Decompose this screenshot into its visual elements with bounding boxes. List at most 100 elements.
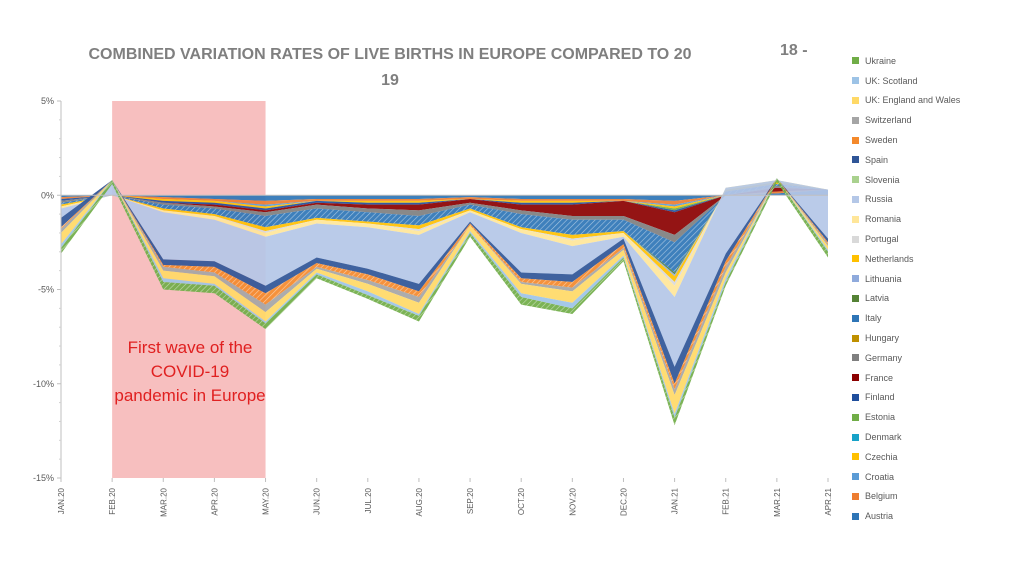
legend-swatch (852, 176, 859, 184)
legend-item-netherlands: Netherlands (852, 249, 1024, 269)
legend-item-slovenia: Slovenia (852, 170, 1024, 190)
area-russia (61, 178, 828, 367)
y-tick-label: 5% (41, 96, 54, 106)
x-tick-label: SEP.20 (466, 487, 475, 514)
legend-item-latvia: Latvia (852, 289, 1024, 309)
legend-swatch (852, 235, 859, 243)
y-tick-label: 0% (41, 190, 54, 200)
legend-swatch (852, 334, 859, 342)
x-tick-label: JUL.20 (364, 487, 373, 513)
x-tick-label: JAN.21 (671, 487, 680, 514)
legend-item-denmark: Denmark (852, 427, 1024, 447)
legend-swatch (852, 314, 859, 322)
legend-label: Finland (865, 392, 895, 403)
legend-label: Hungary (865, 333, 900, 344)
legend-label: Denmark (865, 432, 902, 443)
legend-label: Sweden (865, 135, 898, 146)
legend-swatch (852, 57, 859, 65)
legend-swatch (852, 393, 859, 401)
x-tick-label: MAR.21 (773, 487, 782, 516)
legend-label: Switzerland (865, 115, 912, 126)
legend-label: Austria (865, 511, 894, 522)
legend-label: Czechia (865, 451, 898, 462)
legend-swatch (852, 492, 859, 500)
legend-item-lithuania: Lithuania (852, 269, 1024, 289)
legend-swatch (852, 96, 859, 104)
legend-swatch (852, 413, 859, 421)
legend-item-italy: Italy (852, 308, 1024, 328)
x-tick-label: FEB.20 (108, 487, 117, 514)
legend-label: Slovenia (865, 174, 900, 185)
legend-item-estonia: Estonia (852, 407, 1024, 427)
x-tick-label: AUG.20 (415, 487, 424, 516)
legend-label: Netherlands (865, 253, 914, 264)
legend-label: UK: England and Wales (865, 95, 961, 106)
x-tick-label: APR.21 (824, 487, 833, 515)
legend-item-romania: Romania (852, 209, 1024, 229)
legend-label: Russia (865, 194, 893, 205)
legend-item-switzerland: Switzerland (852, 110, 1024, 130)
legend-item-germany: Germany (852, 348, 1024, 368)
x-tick-label: FEB.21 (722, 487, 731, 514)
legend-label: Latvia (865, 293, 890, 304)
legend-swatch (852, 116, 859, 124)
legend-label: Romania (865, 214, 902, 225)
legend-swatch (852, 275, 859, 283)
legend-swatch (852, 354, 859, 362)
x-tick-label: DEC.20 (619, 487, 628, 516)
legend-swatch (852, 195, 859, 203)
x-tick-label: NOV.20 (568, 487, 577, 515)
area-finland (61, 189, 828, 213)
legend-swatch (852, 215, 859, 223)
legend-item-hungary: Hungary (852, 328, 1024, 348)
x-tick-label: APR.20 (210, 487, 219, 515)
legend-label: Spain (865, 154, 889, 165)
legend-item-czechia: Czechia (852, 447, 1024, 467)
chart-title: COMBINED VARIATION RATES OF LIVE BIRTHS … (60, 42, 720, 94)
legend-item-croatia: Croatia (852, 467, 1024, 487)
legend-swatch (852, 136, 859, 144)
legend-swatch (852, 512, 859, 520)
x-tick-label: MAY.20 (262, 487, 271, 514)
legend-item-sweden: Sweden (852, 130, 1024, 150)
legend-label: Belgium (865, 491, 898, 502)
legend-swatch (852, 374, 859, 382)
legend-label: Germany (865, 352, 903, 363)
legend-item-ukraine: Ukraine (852, 51, 1024, 71)
legend-item-uk-england-and-wales: UK: England and Wales (852, 91, 1024, 111)
legend-label: Ukraine (865, 55, 897, 66)
chart-title-suffix: 18 - (780, 42, 808, 59)
legend-swatch (852, 473, 859, 481)
legend-item-russia: Russia (852, 190, 1024, 210)
legend-item-spain: Spain (852, 150, 1024, 170)
legend-label: Lithuania (865, 273, 902, 284)
area-belgium (61, 189, 828, 205)
legend-label: Portugal (865, 234, 899, 245)
legend-swatch (852, 156, 859, 164)
y-tick-label: -5% (38, 285, 54, 295)
chart-title-line1: COMBINED VARIATION RATES OF LIVE BIRTHS … (88, 46, 692, 63)
legend-label: Italy (865, 313, 882, 324)
legend-swatch (852, 433, 859, 441)
x-tick-label: OCT.20 (517, 487, 526, 515)
legend-item-austria: Austria (852, 506, 1024, 526)
x-tick-label: JUN.20 (313, 487, 322, 514)
axes: 5% 0% -5% -10% -15%JAN.20 FEB.20 MAR.20 APR.20 M… (33, 96, 833, 517)
legend-item-belgium: Belgium (852, 487, 1024, 507)
legend-label: France (865, 372, 894, 383)
legend-item-uk-scotland: UK: Scotland (852, 71, 1024, 91)
y-tick-label: -15% (33, 473, 54, 483)
legend-swatch (852, 77, 859, 85)
y-tick-label: -10% (33, 379, 54, 389)
legend-label: Croatia (865, 471, 895, 482)
legend-swatch (852, 294, 859, 302)
legend-label: UK: Scotland (865, 75, 918, 86)
legend-item-portugal: Portugal (852, 229, 1024, 249)
legend-swatch (852, 255, 859, 263)
x-tick-label: MAR.20 (159, 487, 168, 516)
x-tick-label: JAN.20 (57, 487, 66, 514)
legend-item-finland: Finland (852, 388, 1024, 408)
legend-label: Estonia (865, 412, 896, 423)
legend: Ukraine UK: Scotland UK: England and Wales… (852, 51, 1024, 526)
